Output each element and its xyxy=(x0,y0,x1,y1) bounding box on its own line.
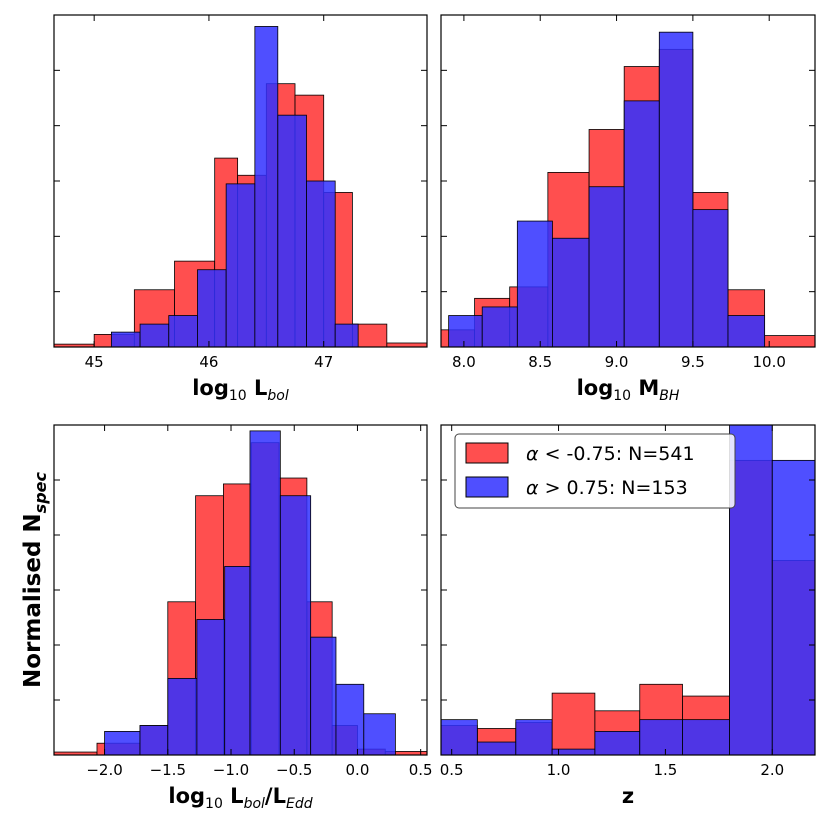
x-tick-label-1: −1.5 xyxy=(150,761,186,779)
x-tick-label-4: 0.0 xyxy=(346,761,370,779)
x-axis-label-4: z xyxy=(622,784,634,808)
bar-blue-8 xyxy=(727,315,766,347)
bar-blue-0 xyxy=(110,331,141,347)
bar-blue-7 xyxy=(306,180,336,347)
legend-swatch-red xyxy=(465,442,509,464)
x-tick-label-1: 1.0 xyxy=(547,761,571,779)
x-tick-label-3: 9.5 xyxy=(681,353,705,371)
bar-blue-2 xyxy=(168,315,198,347)
bars-panel-4 xyxy=(441,425,815,755)
bar-blue-8 xyxy=(771,459,815,755)
bar-red-10 xyxy=(386,342,427,347)
legend-swatch-blue xyxy=(465,476,509,498)
bar-blue-9 xyxy=(363,713,396,755)
x-tick-label-1: 8.5 xyxy=(528,353,552,371)
bar-blue-1 xyxy=(481,306,518,347)
bar-red-3 xyxy=(551,692,596,755)
x-axis-label-1: log10 Lbol xyxy=(192,376,289,404)
bar-blue-2 xyxy=(516,220,553,347)
bar-blue-3 xyxy=(197,269,227,347)
x-tick-label-5: 0.5 xyxy=(409,761,433,779)
legend-symbol-red: α xyxy=(526,443,539,465)
legend-entry-red: α < -0.75: N=541 xyxy=(526,443,695,465)
bar-red-9 xyxy=(764,335,815,347)
bar-blue-0 xyxy=(448,315,483,347)
x-axis-label-3: log10 Lbol/LEdd xyxy=(168,784,312,812)
x-tick-label-0: 8.0 xyxy=(452,353,476,371)
panels-group: 45 46 47 log10 Lbol 8.0 8.5 9.0 9.5 10.0 log10 MB… xyxy=(53,14,816,812)
bar-blue-4 xyxy=(225,183,256,347)
x-tick-label-2: −1.0 xyxy=(213,761,249,779)
bars-panel-2 xyxy=(441,31,815,347)
panel-3: −2.0 −1.5 −1.0 −0.5 0.0 0.5 log10 Lbol/LEdd xyxy=(53,424,433,812)
legend-text-red: < -0.75: N=541 xyxy=(545,443,695,465)
legend-symbol-blue: α xyxy=(526,477,539,499)
x-tick-label-0: 45 xyxy=(85,353,104,371)
figure-y-axis-label-main: Normalised N xyxy=(20,513,46,688)
bar-blue-6 xyxy=(658,31,694,347)
figure-y-axis-label-sub: spec xyxy=(31,472,50,514)
panel-4: 0.5 1.0 1.5 2.0 z xyxy=(440,424,816,808)
x-tick-label-2: 9.0 xyxy=(605,353,629,371)
x-axis-label-2: log10 MBH xyxy=(577,376,680,404)
legend: α < -0.75: N=541 α > 0.75: N=153 xyxy=(454,433,736,509)
panel-2: 8.0 8.5 9.0 9.5 10.0 log10 MBH xyxy=(440,14,816,404)
bar-blue-4 xyxy=(224,566,251,755)
figure-y-axis-label: Normalised Nspec xyxy=(20,472,50,688)
bar-blue-1 xyxy=(139,323,170,347)
legend-text-blue: > 0.75: N=153 xyxy=(545,477,688,499)
x-tick-label-0: −2.0 xyxy=(86,761,122,779)
x-tick-label-2: 1.5 xyxy=(653,761,677,779)
x-tick-label-3: 2.0 xyxy=(760,761,784,779)
x-tick-label-1: 46 xyxy=(199,353,218,371)
legend-frame xyxy=(454,433,736,509)
bar-blue-5 xyxy=(254,26,279,347)
x-tick-label-3: −0.5 xyxy=(276,761,312,779)
bar-blue-2 xyxy=(167,677,198,755)
bar-blue-4 xyxy=(588,186,625,347)
bar-blue-5 xyxy=(623,100,660,347)
bar-blue-4 xyxy=(594,731,641,755)
bar-blue-5 xyxy=(639,719,683,755)
bar-blue-5 xyxy=(249,430,281,755)
bar-blue-8 xyxy=(334,323,359,347)
bar-blue-6 xyxy=(279,495,312,755)
bar-blue-7 xyxy=(310,636,337,755)
panel-1: 45 46 47 log10 Lbol xyxy=(53,14,428,404)
bar-blue-0 xyxy=(104,731,141,755)
bar-blue-2 xyxy=(515,719,553,755)
bars-panel-3 xyxy=(54,430,427,755)
bars-panel-1 xyxy=(54,26,427,347)
x-tick-label-4: 10.0 xyxy=(753,353,786,371)
bar-blue-0 xyxy=(441,719,478,755)
bar-blue-1 xyxy=(139,725,169,755)
x-tick-label-2: 47 xyxy=(314,353,333,371)
bar-blue-8 xyxy=(335,683,365,755)
bar-blue-7 xyxy=(692,209,729,347)
bar-blue-1 xyxy=(476,741,517,755)
x-tick-label-0: 0.5 xyxy=(440,761,464,779)
bar-blue-7 xyxy=(729,425,773,755)
bar-blue-3 xyxy=(196,619,226,755)
legend-entry-blue: α > 0.75: N=153 xyxy=(526,477,688,499)
bar-blue-3 xyxy=(552,237,590,347)
bar-blue-6 xyxy=(277,114,307,347)
bar-blue-6 xyxy=(682,719,730,755)
